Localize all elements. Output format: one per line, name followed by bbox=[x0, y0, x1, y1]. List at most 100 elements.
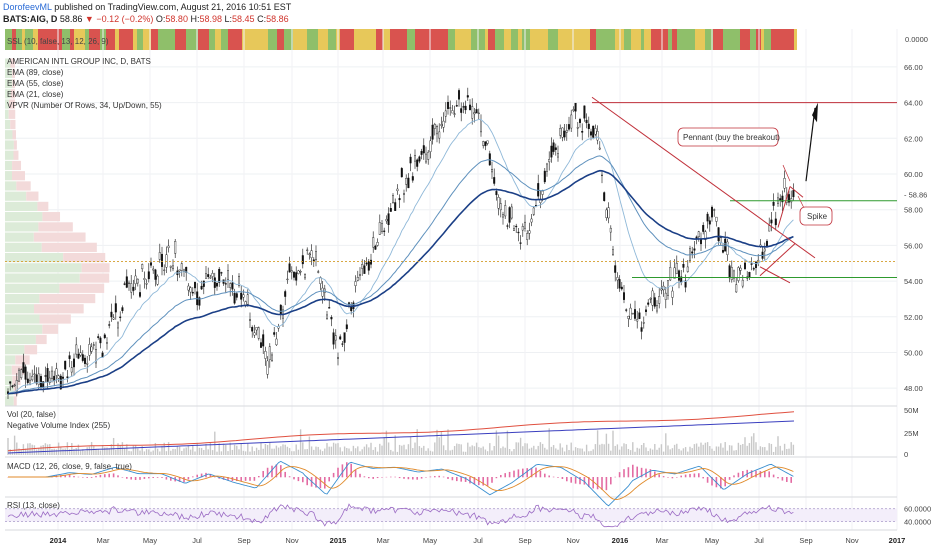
vpvr-up-bar bbox=[5, 89, 11, 99]
ssl-strip-segment bbox=[705, 29, 713, 50]
candle-body bbox=[521, 226, 524, 231]
macd-histogram-bar bbox=[667, 477, 669, 478]
volume-bar bbox=[381, 445, 383, 455]
volume-bar bbox=[326, 443, 328, 455]
rsi-band bbox=[5, 508, 897, 522]
volume-bar bbox=[321, 451, 324, 455]
ssl-strip-segment bbox=[522, 29, 530, 50]
ssl-strip-segment bbox=[215, 29, 221, 50]
ssl-strip-segment bbox=[119, 29, 126, 50]
volume-bar bbox=[638, 448, 641, 455]
candle-body bbox=[288, 263, 291, 273]
volume-bar bbox=[462, 451, 465, 455]
macd-histogram-bar bbox=[187, 477, 190, 480]
volume-bar bbox=[704, 442, 707, 455]
vpvr-down-bar bbox=[16, 181, 31, 191]
ssl-strip-segment bbox=[455, 29, 458, 50]
ssl-strip-segment bbox=[354, 29, 363, 50]
ssl-strip-segment bbox=[495, 29, 498, 50]
ssl-strip-segment bbox=[764, 29, 771, 50]
volume-bar bbox=[68, 449, 71, 455]
volume-bar bbox=[293, 451, 295, 455]
macd-histogram-bar bbox=[583, 477, 586, 485]
volume-bar bbox=[203, 449, 205, 455]
macd-histogram-bar bbox=[148, 477, 150, 479]
volume-bar bbox=[106, 447, 108, 455]
volume-bar bbox=[313, 449, 315, 455]
candle-body bbox=[770, 219, 773, 224]
candle-body bbox=[574, 102, 577, 112]
candle-body bbox=[365, 262, 368, 265]
volume-bar bbox=[715, 446, 718, 455]
ssl-label: SSL (10, false, 13, 12, 26, 9) bbox=[7, 37, 109, 46]
macd-histogram-bar bbox=[636, 466, 638, 478]
volume-bar bbox=[264, 444, 267, 455]
candle-body bbox=[301, 255, 304, 265]
spike-callout[interactable] bbox=[799, 206, 833, 226]
candle-body bbox=[669, 267, 672, 281]
volume-bar bbox=[207, 449, 209, 455]
volume-bar bbox=[614, 445, 616, 455]
macd-histogram-bar bbox=[698, 473, 700, 478]
volume-bar bbox=[174, 449, 176, 455]
macd-histogram-bar bbox=[161, 477, 163, 478]
volume-bar bbox=[460, 444, 462, 455]
volume-bar bbox=[434, 442, 436, 455]
candle-body bbox=[673, 267, 676, 279]
macd-histogram-bar bbox=[262, 470, 264, 478]
candle-body bbox=[704, 231, 707, 240]
macd-histogram-bar bbox=[328, 477, 330, 482]
publisher-name[interactable]: DorofeevML bbox=[3, 2, 52, 12]
candle-body bbox=[436, 126, 439, 135]
candle-body bbox=[218, 268, 221, 283]
price-tick-label: 62.00 bbox=[904, 134, 923, 143]
candle-body bbox=[207, 274, 210, 277]
volume-bar bbox=[570, 442, 572, 455]
header-line-1: DorofeevML published on TradingView.com,… bbox=[3, 2, 291, 12]
volume-bar bbox=[440, 431, 443, 455]
vpvr-up-bar bbox=[5, 232, 34, 242]
candle-body bbox=[374, 245, 377, 250]
volume-bar bbox=[132, 445, 135, 455]
candle-body bbox=[638, 312, 641, 319]
volume-bar bbox=[691, 448, 693, 455]
candle-body bbox=[607, 207, 610, 219]
vpvr-down-bar bbox=[13, 150, 19, 160]
open-value: 58.80 bbox=[165, 14, 188, 24]
ssl-strip-segment bbox=[143, 29, 146, 50]
candle-body bbox=[275, 338, 278, 346]
vpvr-down-bar bbox=[79, 273, 110, 283]
pennant-callout[interactable] bbox=[677, 127, 779, 147]
macd-histogram-bar bbox=[513, 470, 515, 478]
macd-histogram-bar bbox=[420, 477, 423, 479]
volume-bar bbox=[225, 444, 227, 455]
volume-bar bbox=[359, 451, 361, 455]
candle-body bbox=[158, 252, 161, 260]
volume-bar bbox=[537, 445, 539, 455]
candle-body bbox=[653, 297, 656, 307]
volume-bar bbox=[451, 449, 454, 455]
ssl-strip-segment bbox=[74, 29, 85, 50]
candle-body bbox=[337, 357, 340, 359]
candle-body bbox=[444, 110, 447, 117]
macd-histogram-bar bbox=[354, 469, 357, 478]
candle-body bbox=[730, 267, 733, 280]
macd-histogram-bar bbox=[706, 477, 709, 483]
candle-body bbox=[625, 309, 628, 311]
candle-body bbox=[130, 283, 133, 293]
macd-histogram-bar bbox=[764, 471, 766, 478]
volume-bar bbox=[385, 430, 388, 455]
volume-bar bbox=[319, 449, 322, 455]
candle-body bbox=[418, 156, 421, 162]
candle-body bbox=[431, 124, 434, 140]
volume-bar bbox=[170, 450, 172, 455]
ssl-strip-segment bbox=[221, 29, 228, 50]
macd-histogram-bar bbox=[240, 477, 242, 481]
rsi-label: RSI (13, close) bbox=[7, 501, 60, 510]
macd-histogram-bar bbox=[249, 477, 251, 481]
macd-histogram-bar bbox=[412, 477, 414, 480]
ssl-strip-segment bbox=[695, 29, 700, 50]
macd-histogram-bar bbox=[258, 476, 260, 478]
volume-bar bbox=[205, 443, 207, 455]
volume-panel bbox=[7, 411, 795, 455]
